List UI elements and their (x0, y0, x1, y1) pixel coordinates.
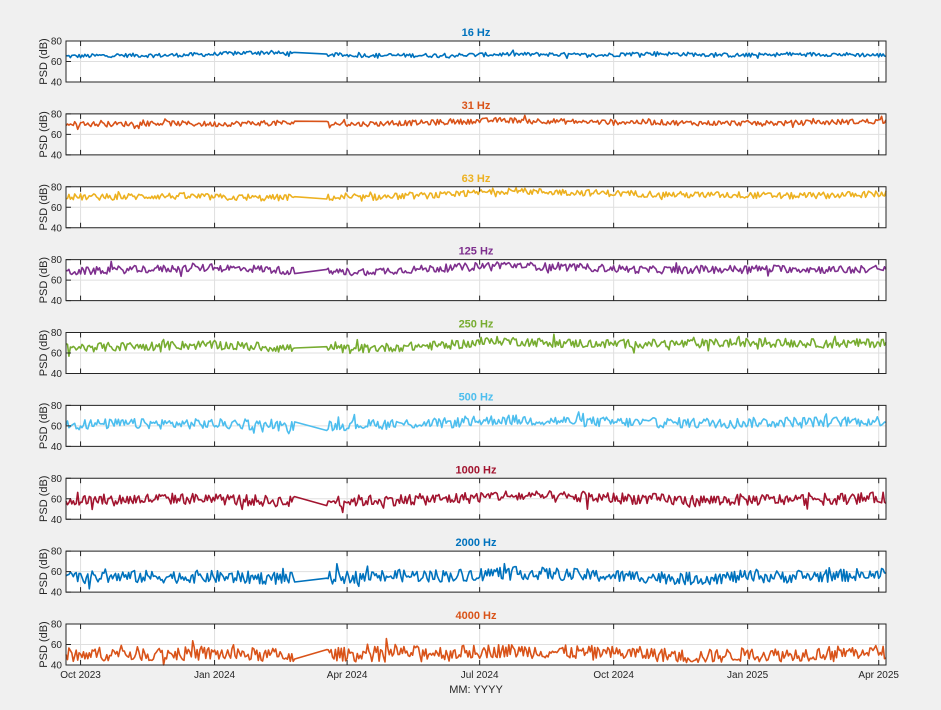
y-tick-label: 40 (51, 296, 63, 307)
y-tick-label: 60 (51, 640, 63, 651)
y-tick-label: 60 (51, 276, 63, 287)
series-line (65, 637, 887, 666)
y-axis-label: PSD (dB) (38, 476, 50, 522)
subplot-title: 16 Hz (462, 27, 491, 39)
y-tick-label: 60 (51, 421, 63, 432)
y-tick-label: 60 (51, 203, 63, 214)
y-tick-label: 60 (51, 567, 63, 578)
y-tick-label: 40 (51, 442, 63, 453)
x-tick-label: Jul 2024 (461, 670, 499, 681)
y-axis-label: PSD (dB) (38, 38, 50, 84)
x-tick-label: Apr 2025 (858, 670, 899, 681)
y-tick-label: 60 (51, 494, 63, 505)
y-tick-label: 80 (51, 474, 63, 485)
y-tick-label: 40 (51, 369, 63, 380)
x-tick-label: Oct 2024 (593, 670, 634, 681)
y-axis-label: PSD (dB) (38, 111, 50, 157)
y-tick-label: 80 (51, 328, 63, 339)
series-line (65, 333, 887, 357)
series-line (65, 186, 887, 202)
y-tick-label: 40 (51, 515, 63, 526)
subplot-title: 4000 Hz (456, 610, 497, 622)
y-axis-label: PSD (dB) (38, 621, 50, 667)
y-tick-label: 40 (51, 588, 63, 599)
y-axis-label: PSD (dB) (38, 548, 50, 594)
subplot-title: 31 Hz (462, 100, 491, 112)
series-line (65, 411, 887, 435)
y-axis-label: PSD (dB) (38, 403, 50, 449)
subplot-title: 250 Hz (459, 319, 494, 331)
series-line (65, 562, 887, 590)
x-tick-label: Apr 2024 (327, 670, 368, 681)
subplot-title: 63 Hz (462, 173, 491, 185)
y-axis-label: PSD (dB) (38, 330, 50, 376)
series-line (65, 114, 887, 131)
y-tick-label: 80 (51, 37, 63, 48)
y-tick-label: 60 (51, 57, 63, 68)
y-tick-label: 80 (51, 109, 63, 120)
x-tick-label: Jan 2024 (194, 670, 236, 681)
y-tick-label: 40 (51, 223, 63, 234)
y-tick-label: 40 (51, 150, 63, 161)
x-tick-label: Jan 2025 (727, 670, 769, 681)
y-tick-label: 80 (51, 547, 63, 558)
y-tick-label: 40 (51, 78, 63, 89)
y-tick-label: 80 (51, 182, 63, 193)
y-tick-label: 60 (51, 349, 63, 360)
series-line (65, 49, 887, 60)
y-tick-label: 80 (51, 401, 63, 412)
y-axis-label: PSD (dB) (38, 257, 50, 303)
y-tick-label: 80 (51, 620, 63, 631)
subplot-title: 500 Hz (459, 391, 494, 403)
x-tick-label: Oct 2023 (60, 670, 101, 681)
x-axis-label: MM: YYYY (449, 684, 503, 696)
subplot-title: 2000 Hz (456, 537, 497, 549)
y-tick-label: 80 (51, 255, 63, 266)
y-tick-label: 60 (51, 130, 63, 141)
subplot-title: 125 Hz (459, 246, 494, 258)
series-line (65, 490, 887, 514)
series-line (65, 260, 887, 278)
y-tick-label: 40 (51, 661, 63, 672)
subplot-title: 1000 Hz (456, 464, 497, 476)
y-axis-label: PSD (dB) (38, 184, 50, 230)
